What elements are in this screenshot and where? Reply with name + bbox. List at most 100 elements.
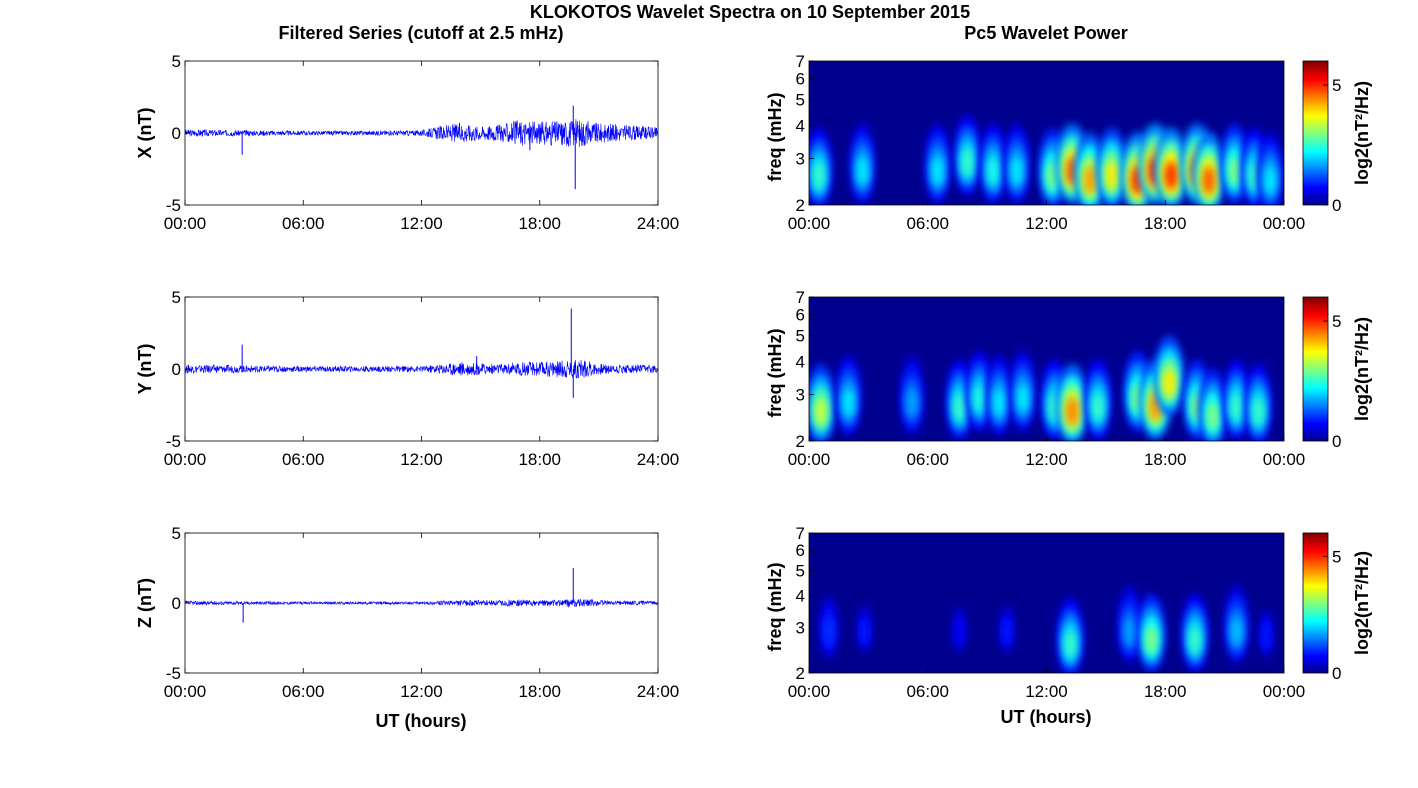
power-blob [1105, 161, 1118, 190]
x-tick-label: 00:00 [164, 682, 207, 701]
y-tick-label: 6 [796, 541, 805, 560]
power-blobs [819, 585, 1274, 673]
power-blob [823, 617, 834, 646]
power-blob [1202, 165, 1216, 195]
power-blob [906, 388, 918, 417]
y-tick-label: 5 [172, 52, 181, 71]
power-blob [953, 392, 965, 422]
x-tick-label: 00:00 [1263, 214, 1306, 233]
wavelet-x-panel: 2 3 4 5 67 freq (mHz) 0 5 log2(nT²/Hz) 00:00 06:00… [765, 52, 1372, 233]
power-blob [932, 156, 944, 186]
y-tick-label: 3 [796, 619, 805, 638]
power-blob [1065, 397, 1079, 426]
filtered-z-panel: 5 0 -5 Z (nT) 00:00 06:00 12:00 18:00 24:00 [135, 524, 679, 701]
power-blob [1189, 625, 1201, 654]
y-axis-label: X (nT) [135, 108, 155, 159]
y-tick-label: 7 [796, 288, 805, 307]
power-blob [1228, 156, 1241, 186]
x-tick-label: 00:00 [788, 450, 831, 469]
power-blob [954, 617, 965, 646]
x-tick-label: 06:00 [906, 450, 949, 469]
power-blob [1124, 617, 1135, 646]
wavelet-z-panel: 2 3 4 5 67 freq (mHz) 0 5 log2(nT²/Hz) 00:00 06:00… [765, 524, 1372, 701]
power-blob [973, 384, 985, 413]
x-tick-label: 24:00 [637, 450, 680, 469]
y-tick-label: 5 [172, 288, 181, 307]
y-tick-label: 0 [172, 124, 181, 143]
y-tick-label: 5 [796, 327, 805, 346]
y-tick-label: -5 [166, 196, 181, 215]
colorbar [1302, 532, 1329, 674]
y-tick-label: 4 [796, 587, 805, 606]
x-tick-label: 00:00 [1263, 450, 1306, 469]
x-tick-label: 12:00 [1025, 214, 1068, 233]
power-blob [813, 161, 825, 190]
power-blob [1011, 156, 1023, 186]
y-tick-label: 0 [172, 360, 181, 379]
y-tick-label: 7 [796, 524, 805, 543]
power-blob [1261, 621, 1272, 650]
y-tick-label: 4 [796, 352, 805, 371]
y-axis-label: Z (nT) [135, 578, 155, 628]
colorbar-tick-label: 0 [1332, 664, 1341, 683]
x-tick-label: 06:00 [282, 214, 325, 233]
power-blob [1001, 617, 1012, 646]
y-axis-label: freq (mHz) [765, 328, 785, 417]
power-blob [1264, 165, 1276, 195]
left-column-title: Filtered Series (cutoff at 2.5 mHz) [278, 23, 563, 43]
power-blob [1164, 161, 1178, 190]
power-blob [859, 617, 870, 646]
power-blob [961, 148, 973, 177]
y-axis-label: freq (mHz) [765, 562, 785, 651]
x-tick-label: 18:00 [518, 214, 561, 233]
x-tick-label: 00:00 [1263, 682, 1306, 701]
wavelet-y-panel: 2 3 4 5 67 freq (mHz) 0 5 log2(nT²/Hz) 00:00 06:00… [765, 288, 1372, 469]
x-tick-label: 18:00 [1144, 682, 1187, 701]
x-tick-label: 00:00 [164, 450, 207, 469]
y-tick-label: -5 [166, 664, 181, 683]
panels: 5 0 -5 X (nT) 00:00 06:00 12:00 18:00 24:00 5 0 -5 Y… [135, 52, 1372, 701]
colorbar [1302, 296, 1329, 442]
right-column-title: Pc5 Wavelet Power [964, 23, 1127, 43]
colorbar [1302, 60, 1329, 206]
y-tick-label: 2 [796, 196, 805, 215]
colorbar-label: log2(nT²/Hz) [1352, 551, 1372, 655]
colorbar-tick-label: 5 [1332, 547, 1341, 566]
x-tick-label: 12:00 [400, 214, 443, 233]
y-tick-label: 5 [796, 91, 805, 110]
x-tick-label: 24:00 [637, 214, 680, 233]
power-blob [1207, 401, 1219, 431]
plot-area [184, 296, 659, 442]
y-tick-label: 5 [796, 562, 805, 581]
colorbar-label: log2(nT²/Hz) [1352, 81, 1372, 185]
colorbar-tick-label: 5 [1332, 312, 1341, 331]
power-blob [1230, 392, 1243, 422]
power-blob [1163, 368, 1176, 398]
colorbar-tick-label: 5 [1332, 76, 1341, 95]
power-blob [1252, 397, 1264, 426]
power-blob [1145, 625, 1158, 654]
y-tick-label: 6 [796, 306, 805, 325]
y-axis-label: freq (mHz) [765, 92, 785, 181]
series-line [184, 359, 659, 379]
y-tick-label: 3 [796, 385, 805, 404]
x-tick-label: 12:00 [1025, 450, 1068, 469]
x-tick-label: 06:00 [282, 450, 325, 469]
x-tick-label: 24:00 [637, 682, 680, 701]
x-tick-label: 06:00 [282, 682, 325, 701]
power-blob [993, 388, 1005, 417]
y-tick-label: 0 [172, 594, 181, 613]
power-blob [814, 397, 827, 426]
x-tick-label: 12:00 [400, 682, 443, 701]
power-blob [843, 388, 854, 417]
x-axis-label-right: UT (hours) [1001, 707, 1092, 727]
power-blob [1017, 384, 1029, 413]
filtered-y-panel: 5 0 -5 Y (nT) 00:00 06:00 12:00 18:00 24:00 [135, 288, 679, 469]
power-blobs [809, 114, 1283, 205]
x-tick-label: 00:00 [788, 682, 831, 701]
colorbar-label: log2(nT²/Hz) [1352, 317, 1372, 421]
x-tick-label: 00:00 [164, 214, 207, 233]
x-tick-label: 00:00 [788, 214, 831, 233]
power-blob [1083, 165, 1097, 195]
